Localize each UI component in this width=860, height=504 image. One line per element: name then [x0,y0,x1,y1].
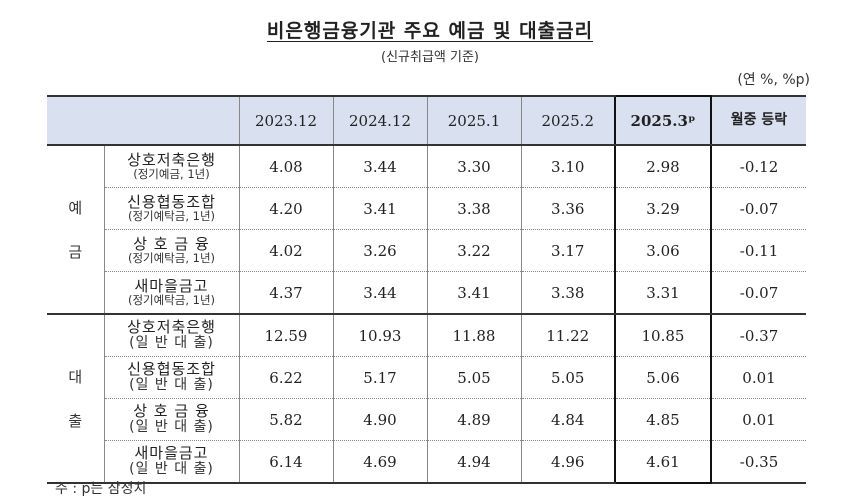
institution-name: 상호저축은행 [127,318,216,337]
product-type: (일 반 대 출) [129,377,214,394]
rate-cell: 6.22 [238,356,333,399]
rate-cell: 4.08 [238,145,333,188]
rate-cell: 10.93 [332,314,427,357]
table-row: 신용협동조합 (일 반 대 출) 6.22 5.17 5.05 5.05 5.06 0.01 [47,356,806,399]
column-header: 2025.2 [520,95,615,146]
change-cell: -0.37 [710,314,806,357]
institution-cell: 상호저축은행 (정기예금, 1년) [103,145,239,188]
group-label-bottom: 금 [68,242,83,261]
rate-cell: 12.59 [238,314,333,357]
rate-cell: 11.22 [520,314,615,357]
rates-table: 2023.12 2024.12 2025.1 2025.2 2025.3ᵖ 월중… [47,95,806,484]
product-type: (정기예탁금, 1년) [127,293,216,308]
institution-name: 상 호 금 융 [133,234,210,253]
rate-cell: 4.90 [332,398,427,441]
rate-cell: 5.06 [614,356,712,399]
header-row: 2023.12 2024.12 2025.1 2025.2 2025.3ᵖ 월중… [47,95,806,146]
institution-cell: 상호저축은행 (일 반 대 출) [103,314,239,357]
group-label-bottom: 출 [68,411,83,430]
rate-cell: 3.10 [520,145,615,188]
rate-cell: 3.06 [614,229,712,272]
institution-cell: 신용협동조합 (일 반 대 출) [103,356,239,399]
rate-cell: 4.02 [238,229,333,272]
institution-name: 새마을금고 [134,444,209,463]
column-header: 2025.1 [426,95,521,146]
rate-cell: 5.05 [520,356,615,399]
rate-cell: 6.14 [238,440,333,484]
institution-name: 새마을금고 [134,276,209,295]
institution-cell: 상 호 금 융 (정기예탁금, 1년) [103,229,239,272]
rate-cell: 4.84 [520,398,615,441]
group-label-top: 대 [68,367,83,386]
product-type: (정기예탁금, 1년) [127,209,216,224]
rate-cell: 5.05 [426,356,521,399]
rate-cell: 3.30 [426,145,521,188]
table-row: 예 금 상호저축은행 (정기예금, 1년) 4.08 3.44 3.30 3.10 2.98 -0… [47,145,806,315]
rate-cell: 4.69 [332,440,427,484]
footnote: 주 : p는 잠정치 [55,481,147,497]
institution-name: 신용협동조합 [127,192,216,211]
rate-cell: 3.44 [332,271,427,315]
rate-cell: 4.89 [426,398,521,441]
table-row: 대 출 상호저축은행 (일 반 대 출) 12.59 10.93 11.88 11.22 10.… [47,314,806,484]
product-type: (일 반 대 출) [129,461,214,478]
rate-cell: 4.94 [426,440,521,484]
rate-cell: 3.41 [426,271,521,315]
institution-cell: 상 호 금 융 (일 반 대 출) [103,398,239,441]
rate-cell: 3.41 [332,187,427,230]
rate-cell: 3.29 [614,187,712,230]
rate-cell: 11.88 [426,314,521,357]
rate-cell: 10.85 [614,314,712,357]
institution-name: 상 호 금 융 [133,402,210,421]
rate-cell: 3.22 [426,229,521,272]
rate-cell: 4.85 [614,398,712,441]
rate-cell: 4.20 [238,187,333,230]
rate-cell: 3.17 [520,229,615,272]
table-row: 상 호 금 융 (정기예탁금, 1년) 4.02 3.26 3.22 3.17 3.06 -0… [47,229,806,272]
rate-cell: 4.96 [520,440,615,484]
institution-name: 상호저축은행 [127,150,216,169]
rate-cell: 3.38 [426,187,521,230]
unit-label: (연 %, %p) [737,72,810,88]
change-cell: -0.11 [710,229,806,272]
product-type: (정기예금, 1년) [133,167,210,182]
rate-cell: 2.98 [614,145,712,188]
rate-cell: 3.31 [614,271,712,315]
rate-cell: 5.82 [238,398,333,441]
column-header: 2024.12 [332,95,427,146]
product-type: (정기예탁금, 1년) [127,251,216,266]
header-blank-cell [47,95,239,146]
change-cell: -0.07 [710,271,806,315]
change-cell: -0.35 [710,440,806,484]
column-header-change: 월중 등락 [710,95,806,146]
table-row: 상 호 금 융 (일 반 대 출) 5.82 4.90 4.89 4.84 4.85 0.01 [47,398,806,441]
product-type: (일 반 대 출) [129,335,214,352]
change-cell: 0.01 [710,356,806,399]
table-row: 새마을금고 (일 반 대 출) 6.14 4.69 4.94 4.96 4.61 -0.35 [47,440,806,484]
rate-cell: 4.61 [614,440,712,484]
institution-cell: 새마을금고 (일 반 대 출) [103,440,239,484]
rate-cell: 4.37 [238,271,333,315]
change-cell: -0.07 [710,187,806,230]
rate-cell: 3.38 [520,271,615,315]
document-title: 비은행금융기관 주요 예금 및 대출금리 [266,20,594,42]
institution-cell: 새마을금고 (정기예탁금, 1년) [103,271,239,315]
institution-name: 신용협동조합 [127,360,216,379]
product-type: (일 반 대 출) [129,419,214,436]
institution-cell: 신용협동조합 (정기예탁금, 1년) [103,187,239,230]
group-label-top: 예 [68,198,83,217]
rate-cell: 5.17 [332,356,427,399]
document-subtitle: (신규취급액 기준) [381,50,479,65]
rate-cell: 3.44 [332,145,427,188]
change-cell: 0.01 [710,398,806,441]
table-row: 새마을금고 (정기예탁금, 1년) 4.37 3.44 3.41 3.38 3.31 -0.0… [47,271,806,315]
column-header: 2023.12 [238,95,333,146]
column-header-highlighted: 2025.3ᵖ [614,95,712,146]
rate-cell: 3.36 [520,187,615,230]
table-row: 신용협동조합 (정기예탁금, 1년) 4.20 3.41 3.38 3.36 3.29 -0.… [47,187,806,230]
rate-cell: 3.26 [332,229,427,272]
change-cell: -0.12 [710,145,806,188]
